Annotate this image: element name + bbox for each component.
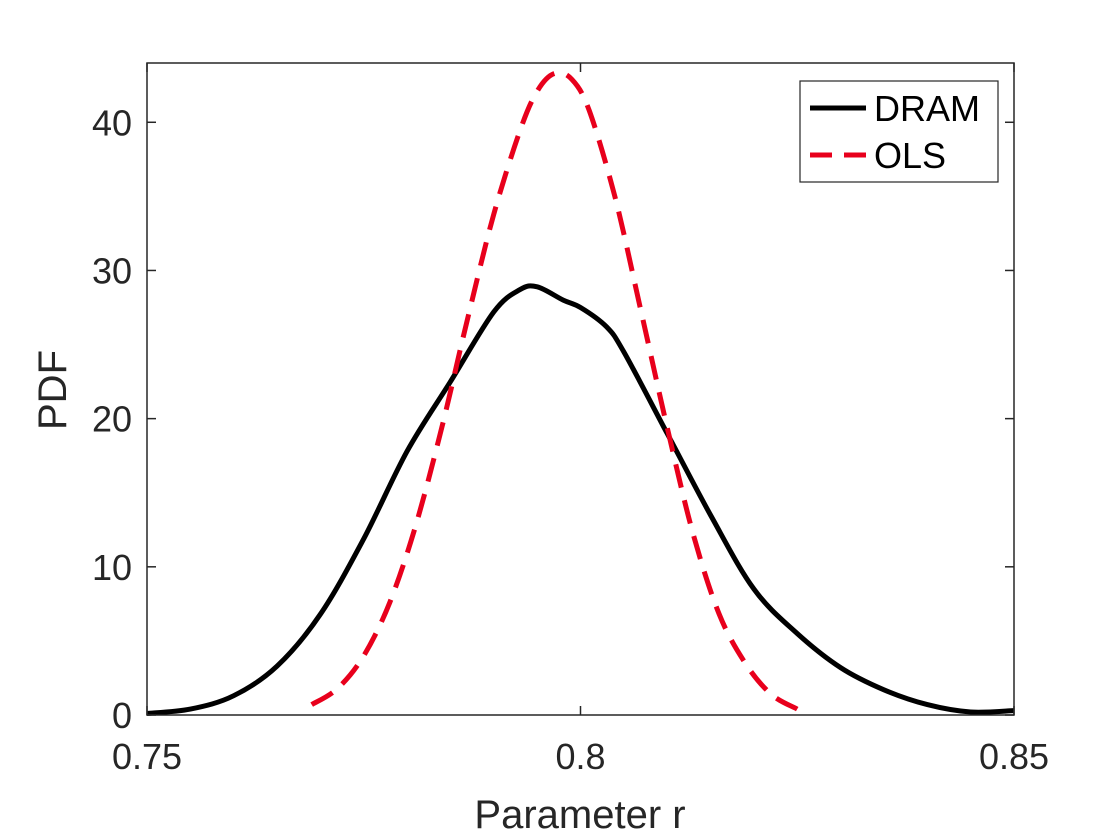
x-tick-label: 0.8 [555, 736, 605, 777]
legend-label-ols: OLS [874, 135, 946, 176]
series-line-dram [146, 283, 1015, 716]
series-layer [146, 70, 1015, 716]
legend-label-dram: DRAM [874, 88, 980, 129]
x-axis-title: Parameter r [474, 793, 685, 837]
x-tick-label: 0.75 [112, 736, 182, 777]
legend: DRAM OLS [799, 80, 999, 183]
y-axis-title: PDF [31, 350, 75, 430]
y-tick-label: 30 [92, 250, 132, 291]
y-tick-label: 20 [92, 399, 132, 440]
y-tick-label: 40 [92, 102, 132, 143]
y-tick-label: 10 [92, 547, 132, 588]
x-tick-label: 0.85 [979, 736, 1049, 777]
legend-box [799, 80, 999, 183]
tick-layer: 0.75 0.8 0.85 0 10 20 30 40 [92, 63, 1049, 777]
y-tick-label: 0 [112, 695, 132, 736]
